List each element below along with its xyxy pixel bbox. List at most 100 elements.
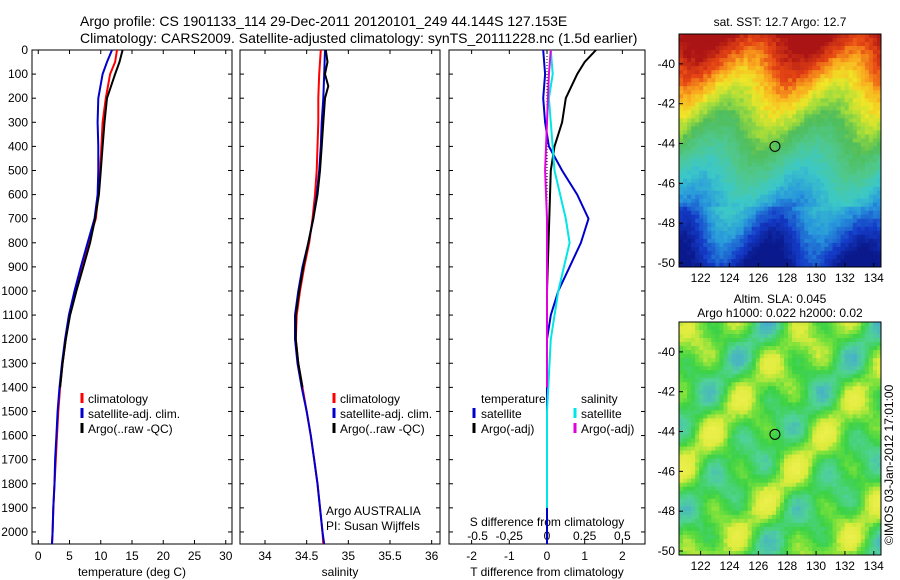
map-cell [808, 182, 813, 188]
map-cell [792, 414, 797, 419]
map-cell [792, 386, 797, 391]
map-cell [780, 350, 785, 355]
map-cell [780, 102, 785, 107]
map-cell [703, 350, 708, 355]
map-cell [703, 326, 708, 331]
map-cell [679, 174, 684, 180]
map-cell [687, 458, 692, 464]
map-cell [868, 218, 874, 224]
map-cell [703, 154, 708, 159]
map-cell [800, 418, 805, 423]
map-cell [767, 162, 773, 167]
map-cell [755, 62, 761, 67]
map-cell [784, 154, 789, 159]
map-cell [723, 462, 728, 468]
map-cell [711, 258, 716, 264]
map-cell [812, 334, 817, 339]
map-cell [876, 190, 882, 196]
map-cell [812, 118, 817, 123]
map-cell [844, 374, 850, 379]
map-cell [800, 430, 805, 435]
map-cell [707, 146, 712, 151]
map-cell [820, 210, 825, 216]
map-cell [735, 382, 740, 387]
map-cell [735, 362, 740, 367]
map-cell [812, 62, 817, 67]
map-cell [683, 366, 688, 371]
map-cell [747, 162, 753, 167]
map-cell [707, 198, 712, 204]
map-cell [876, 178, 882, 184]
map-cell [727, 454, 732, 459]
map-cell [735, 54, 740, 59]
map-cell [792, 238, 797, 244]
map-cell [824, 82, 829, 87]
map-cell [876, 406, 882, 411]
map-cell [844, 42, 850, 47]
map-cell [743, 322, 749, 327]
map-cell [836, 110, 841, 115]
map-cell [820, 246, 825, 252]
map-cell [695, 226, 700, 232]
map-cell [848, 390, 854, 395]
map-cell [735, 406, 740, 411]
map-cell [775, 402, 781, 407]
map-cell [844, 154, 850, 159]
map-cell [800, 382, 805, 387]
map-cell [739, 198, 745, 204]
map-cell [860, 442, 866, 447]
map-cell [771, 142, 777, 147]
map-cell [788, 366, 793, 371]
map-cell [691, 186, 696, 192]
map-cell [739, 446, 745, 451]
map-cell [743, 418, 749, 423]
map-cell [683, 446, 688, 451]
map-cell [755, 134, 761, 139]
map-cell [848, 178, 854, 184]
map-cell [715, 138, 720, 143]
map-cell [747, 458, 753, 464]
map-cell [683, 326, 688, 331]
map-cell [780, 246, 785, 252]
map-cell [695, 418, 700, 423]
map-cell [784, 190, 789, 196]
map-cell [820, 254, 825, 260]
map-cell [751, 358, 757, 363]
map-cell [715, 158, 720, 163]
map-cell [816, 158, 821, 163]
map-cell [743, 362, 749, 367]
map-cell [775, 330, 781, 335]
map-cell [699, 422, 704, 427]
map-cell [856, 238, 862, 244]
map-cell [775, 158, 781, 163]
map-cell [804, 82, 809, 87]
map-cell [699, 198, 704, 204]
map-cell [868, 170, 874, 176]
map-cell [731, 106, 736, 111]
map-cell [780, 386, 785, 391]
map-cell [751, 338, 757, 343]
map-cell [699, 166, 704, 171]
map-cell [812, 398, 817, 403]
map-cell [860, 258, 866, 264]
map-cell [840, 146, 846, 151]
map-cell [788, 242, 793, 248]
map-cell [832, 238, 837, 244]
map-cell [695, 134, 700, 139]
map-cell [852, 234, 858, 240]
map-cell [852, 122, 858, 127]
map-cell [824, 422, 829, 427]
map-cell [796, 230, 801, 236]
map-cell [864, 82, 870, 87]
map-cell [759, 218, 765, 224]
map-cell [816, 358, 821, 363]
map-cell [876, 170, 882, 176]
map-cell [856, 242, 862, 248]
map-cell [816, 334, 821, 339]
map-cell [751, 330, 757, 335]
map-cell [715, 206, 720, 212]
map-cell [687, 34, 692, 39]
map-cell [687, 326, 692, 331]
map-cell [727, 414, 732, 419]
map-cell [707, 418, 712, 423]
